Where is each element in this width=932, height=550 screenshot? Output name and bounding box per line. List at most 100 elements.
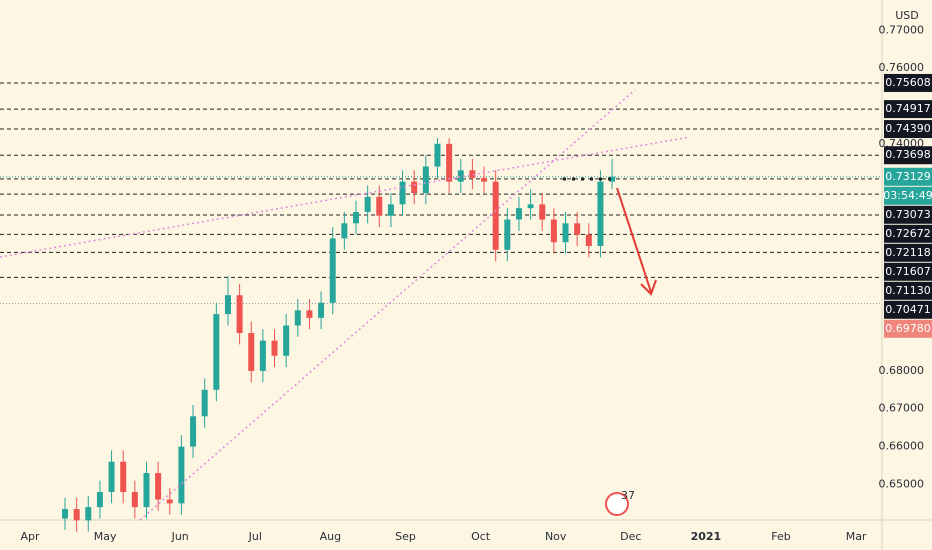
level-label-box <box>884 243 932 262</box>
y-tick-label: 0.65000 <box>879 477 925 490</box>
alert-label: 0.69780 <box>885 322 931 335</box>
candle-body <box>131 491 138 508</box>
candle-body <box>201 389 208 417</box>
y-tick-label: 0.76000 <box>879 61 925 74</box>
candle-body <box>178 446 185 504</box>
arrow-shaft <box>616 187 652 293</box>
candle-body <box>387 204 394 216</box>
candle-body <box>399 181 406 205</box>
level-label: 0.72118 <box>885 246 931 259</box>
current-price-label: 0.73129 <box>885 170 931 183</box>
candle-body <box>294 310 301 326</box>
level-label: 0.71130 <box>885 284 931 297</box>
y-tick-label: 0.67000 <box>879 402 925 415</box>
candle-body <box>492 181 499 250</box>
candle-body <box>574 223 581 235</box>
candle-body <box>446 143 453 182</box>
y-tick-label: 0.66000 <box>879 440 925 453</box>
candle-body <box>155 473 162 500</box>
level-label-box <box>884 73 932 92</box>
candle-body <box>550 219 557 243</box>
candle-body <box>306 310 313 318</box>
countdown-label: 03:54:49 <box>883 189 932 202</box>
candle-body <box>376 196 383 216</box>
level-label-box <box>884 224 932 243</box>
level-label-box <box>884 120 932 139</box>
candle-body <box>364 196 371 212</box>
level-label-box <box>884 146 932 165</box>
candle-body <box>515 208 522 220</box>
trend-line <box>139 89 636 521</box>
candle-body <box>108 461 115 492</box>
candle-body <box>422 166 429 194</box>
candle-body <box>481 177 488 182</box>
candle-body <box>341 223 348 239</box>
drawings <box>0 89 691 521</box>
candle-body <box>527 204 534 209</box>
level-label: 0.74390 <box>885 122 931 135</box>
x-tick-label: Apr <box>20 530 40 543</box>
candle-body <box>585 234 592 246</box>
x-tick-label: Jul <box>248 530 262 543</box>
x-tick-label: Mar <box>846 530 867 543</box>
y-tick-label: 0.77000 <box>879 23 925 36</box>
candle-body <box>318 302 325 318</box>
candle-body <box>329 238 336 303</box>
level-label: 0.71607 <box>885 265 931 278</box>
badge-count: 37 <box>621 489 635 502</box>
level-label: 0.72672 <box>885 227 931 240</box>
currency-label: USD <box>895 9 919 22</box>
y-tick-label: 0.68000 <box>879 364 925 377</box>
candle-body <box>166 499 173 504</box>
arrow-head <box>640 279 657 296</box>
current-price-label-box <box>884 167 932 186</box>
level-label-box <box>884 281 932 300</box>
level-label-box <box>884 262 932 281</box>
x-tick-label: Dec <box>620 530 641 543</box>
candle-body <box>353 211 359 224</box>
candle-body <box>248 333 255 371</box>
trend-line <box>0 136 691 258</box>
level-label: 0.74917 <box>885 102 931 115</box>
level-label: 0.75608 <box>885 76 931 89</box>
candle-body <box>271 340 278 356</box>
candle-body <box>434 143 441 167</box>
candle-body <box>609 176 616 182</box>
x-tick-label: Sep <box>395 530 416 543</box>
x-tick-label: 2021 <box>691 530 722 543</box>
candle-body <box>236 295 243 334</box>
candle-body <box>469 170 476 178</box>
candle-body <box>457 170 464 182</box>
level-label: 0.73698 <box>885 148 931 161</box>
candle-body <box>597 181 604 246</box>
candle-body <box>62 509 68 519</box>
candle-body <box>283 325 290 356</box>
x-tick-label: May <box>94 530 117 543</box>
candle-body <box>120 461 127 492</box>
candle-body <box>539 204 546 220</box>
alert-label-box <box>884 319 932 338</box>
x-tick-label: Feb <box>771 530 790 543</box>
candle-body <box>143 473 150 508</box>
level-label: 0.73073 <box>885 208 931 221</box>
level-label-box <box>884 300 932 319</box>
candle-body <box>190 416 197 447</box>
level-label-box <box>884 100 932 119</box>
candle-body <box>411 181 418 194</box>
level-label: 0.70471 <box>885 303 931 316</box>
candle-body <box>224 295 231 315</box>
x-tick-label: Jun <box>171 530 189 543</box>
level-label-box <box>884 205 932 224</box>
countdown-label-box <box>884 186 932 205</box>
candle-body <box>73 509 80 521</box>
badge[interactable]: 37 <box>605 489 635 516</box>
candle-body <box>562 223 569 243</box>
candle-body <box>213 314 220 390</box>
candle-body <box>85 507 92 521</box>
x-tick-label: Nov <box>545 530 567 543</box>
badge-icon[interactable] <box>605 492 629 516</box>
x-tick-label: Oct <box>471 530 491 543</box>
candle-body <box>504 219 511 250</box>
